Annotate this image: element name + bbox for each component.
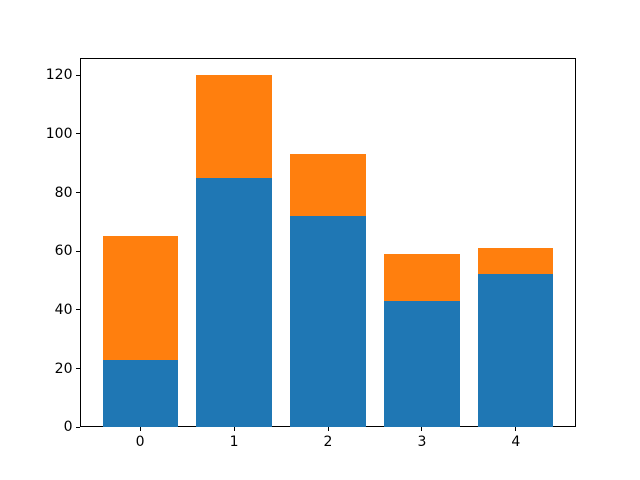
bar-0-series-1-blue xyxy=(102,359,178,427)
x-tick-label: 0 xyxy=(135,434,145,451)
x-tick-mark xyxy=(139,427,141,432)
bar-0-series-2-orange xyxy=(102,236,178,360)
y-tick-label: 120 xyxy=(45,67,73,84)
y-tick-label: 20 xyxy=(54,360,73,377)
bar-4-series-1-blue xyxy=(478,274,554,427)
y-tick-mark xyxy=(76,426,80,428)
bar-1-series-1-blue xyxy=(196,177,272,427)
y-tick-mark xyxy=(76,368,80,370)
y-tick-label: 60 xyxy=(54,243,73,260)
x-tick-mark xyxy=(515,427,517,432)
bar-3-series-2-orange xyxy=(384,253,460,301)
x-tick-label: 1 xyxy=(229,434,239,451)
bar-2-series-1-blue xyxy=(290,215,366,427)
plot-area xyxy=(80,58,576,427)
y-tick-label: 0 xyxy=(63,419,73,436)
y-tick-mark xyxy=(76,74,80,76)
y-tick-mark xyxy=(76,250,80,252)
y-tick-mark xyxy=(76,192,80,194)
bar-3-series-1-blue xyxy=(384,300,460,427)
y-tick-label: 80 xyxy=(54,184,73,201)
x-tick-mark xyxy=(421,427,423,432)
x-tick-mark xyxy=(327,427,329,432)
y-tick-mark xyxy=(76,133,80,135)
y-tick-label: 40 xyxy=(54,301,73,318)
bar-1-series-2-orange xyxy=(196,75,272,178)
x-tick-label: 2 xyxy=(323,434,333,451)
bar-2-series-2-orange xyxy=(290,154,366,216)
x-tick-label: 3 xyxy=(417,434,427,451)
y-tick-mark xyxy=(76,309,80,311)
x-tick-mark xyxy=(233,427,235,432)
bar-4-series-2-orange xyxy=(478,248,554,275)
y-tick-label: 100 xyxy=(45,125,73,142)
x-tick-label: 4 xyxy=(511,434,521,451)
